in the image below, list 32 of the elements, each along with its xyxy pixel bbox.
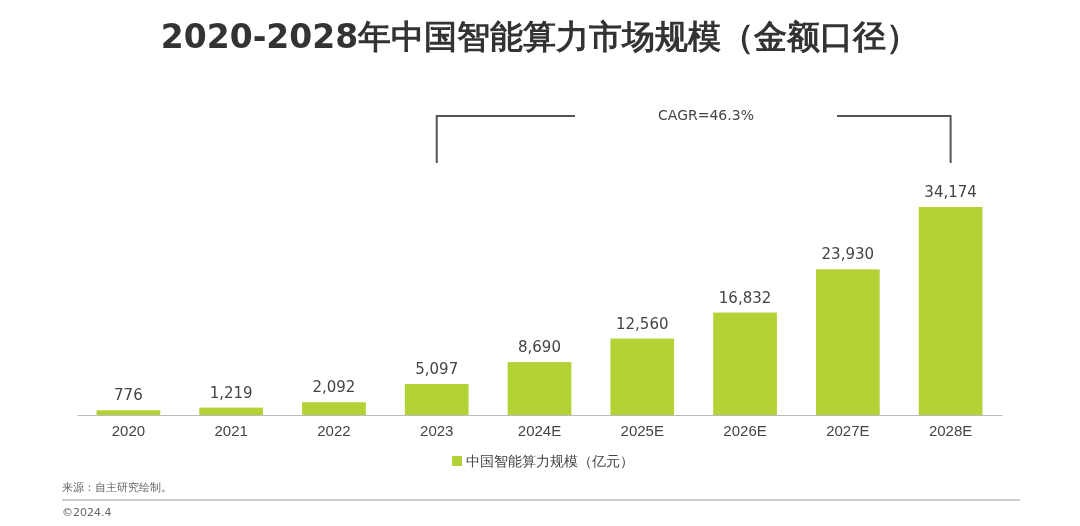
bar <box>404 383 469 415</box>
text: CAGR=46.3% <box>658 107 754 123</box>
x-tick-label: 2021 <box>214 422 248 439</box>
data-label: 8,690 <box>518 338 561 357</box>
bar <box>713 312 777 415</box>
source-note: 来源：自主研究绘制。 <box>62 481 172 494</box>
bar <box>302 402 366 415</box>
data-label: 34,174 <box>924 183 977 201</box>
data-label: 12,560 <box>616 314 669 333</box>
bar <box>96 410 161 415</box>
data-label: 5,097 <box>415 359 459 378</box>
bar <box>815 269 880 415</box>
data-label: 2,092 <box>312 378 356 397</box>
chart-title: 2020-2028年中国智能算力市场规模（金额口径） <box>160 17 920 56</box>
text: ©2024.4 <box>62 506 112 519</box>
data-label: 23,930 <box>821 245 875 264</box>
bar <box>507 362 572 415</box>
data-label: 16,832 <box>718 288 772 307</box>
x-tick-label: 2026E <box>723 422 767 439</box>
bar <box>610 338 675 415</box>
x-tick-label: 2024E <box>517 422 562 439</box>
bar <box>199 407 264 415</box>
x-tick-label: 2023 <box>420 422 454 439</box>
data-label: 776 <box>114 386 143 405</box>
x-tick-label: 2022 <box>317 422 351 439</box>
bar <box>918 207 983 415</box>
legend-label: 中国智能算力规模（亿元） <box>466 453 634 469</box>
x-tick-label: 2027E <box>826 422 870 439</box>
data-label: 1,219 <box>209 383 253 402</box>
x-tick-label: 2028E <box>928 422 973 439</box>
x-tick-label: 2020 <box>111 422 146 439</box>
x-tick-label: 2025E <box>620 422 664 439</box>
